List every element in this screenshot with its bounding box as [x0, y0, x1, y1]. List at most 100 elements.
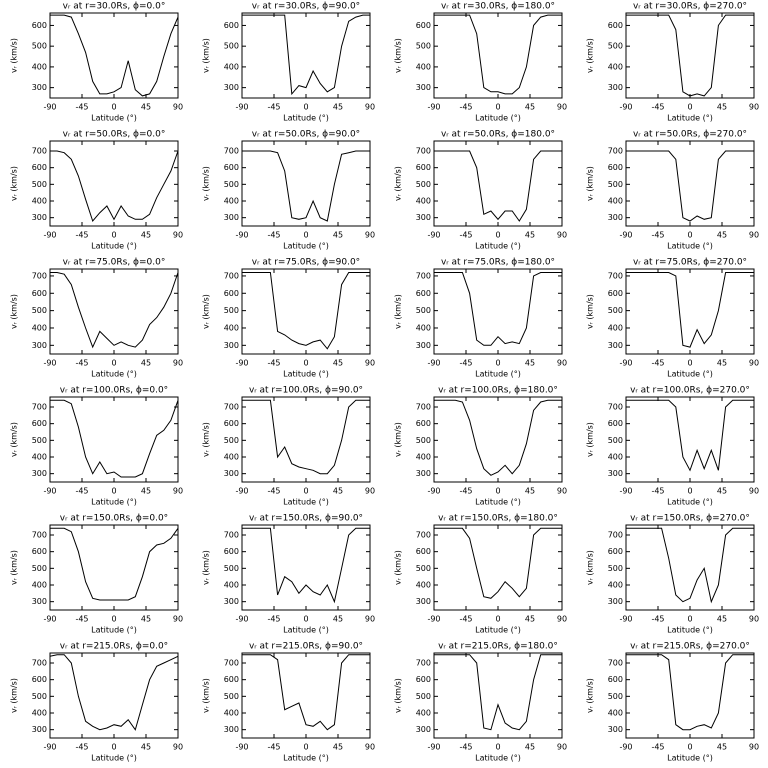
y-axis-label: vᵣ (km/s) — [394, 294, 403, 329]
y-tick-label: 600 — [416, 289, 431, 298]
x-tick-label: 0 — [111, 743, 116, 752]
data-line — [50, 272, 179, 349]
y-tick-label: 300 — [608, 341, 623, 350]
plot-frame — [49, 12, 179, 99]
x-tick-label: 90 — [749, 231, 759, 240]
y-axis-label: vᵣ (km/s) — [586, 294, 595, 329]
y-tick-label: 400 — [608, 323, 623, 332]
data-line — [242, 527, 370, 604]
x-axis-label: Latitude (°) — [283, 626, 329, 635]
y-tick-label: 700 — [608, 271, 623, 280]
chart-title: vᵣ at r=30.0Rs, ϕ=270.0° — [633, 2, 747, 12]
y-axis-label: vᵣ (km/s) — [202, 422, 211, 457]
y-tick-label: 400 — [608, 709, 623, 718]
x-axis-label: Latitude (°) — [91, 754, 137, 763]
y-tick-label: 400 — [224, 581, 239, 590]
x-axis-label: Latitude (°) — [667, 754, 713, 763]
x-tick-label: -90 — [235, 359, 248, 368]
chart-title: vᵣ at r=75.0Rs, ϕ=270.0° — [633, 258, 747, 268]
y-tick-label: 500 — [416, 42, 431, 51]
chart-title: vᵣ at r=50.0Rs, ϕ=270.0° — [633, 130, 747, 140]
y-tick-label: 700 — [416, 403, 431, 412]
y-tick-label: 600 — [224, 547, 239, 556]
chart-title: vᵣ at r=100.0Rs, ϕ=180.0° — [438, 386, 558, 396]
y-tick-label: 700 — [224, 403, 239, 412]
x-tick-label: 90 — [749, 103, 759, 112]
x-tick-label: 45 — [717, 359, 727, 368]
x-axis-label: Latitude (°) — [283, 754, 329, 763]
chart-title: vᵣ at r=100.0Rs, ϕ=270.0° — [630, 386, 750, 396]
x-tick-label: 45 — [717, 487, 727, 496]
x-tick-label: 90 — [749, 359, 759, 368]
x-tick-label: 45 — [525, 231, 535, 240]
data-line — [626, 527, 754, 604]
x-tick-label: -45 — [75, 487, 88, 496]
x-tick-label: -45 — [651, 231, 664, 240]
x-tick-label: 45 — [717, 615, 727, 624]
y-tick-label: 600 — [416, 547, 431, 556]
x-tick-label: -45 — [459, 487, 472, 496]
x-tick-label: -45 — [75, 103, 88, 112]
y-tick-label: 700 — [224, 659, 239, 668]
x-axis-label: Latitude (°) — [667, 242, 713, 251]
x-tick-label: 90 — [365, 359, 375, 368]
x-tick-label: -45 — [75, 615, 88, 624]
x-tick-label: 90 — [173, 487, 183, 496]
y-tick-label: 600 — [608, 419, 623, 428]
y-tick-label: 500 — [224, 564, 239, 573]
x-tick-label: 45 — [525, 743, 535, 752]
y-tick-label: 600 — [608, 21, 623, 30]
plot-frame — [241, 396, 371, 483]
x-tick-label: 90 — [557, 743, 567, 752]
y-tick-label: 300 — [224, 469, 239, 478]
y-tick-label: 500 — [32, 692, 47, 701]
plot-frame — [49, 396, 179, 483]
x-axis-label: Latitude (°) — [475, 242, 521, 251]
x-tick-label: -90 — [427, 359, 440, 368]
x-axis-label: Latitude (°) — [667, 498, 713, 507]
x-tick-label: -90 — [235, 743, 248, 752]
x-tick-label: -45 — [459, 103, 472, 112]
plot-frame — [433, 652, 563, 739]
y-tick-label: 400 — [416, 581, 431, 590]
chart-title: vᵣ at r=150.0Rs, ϕ=180.0° — [438, 514, 558, 524]
y-tick-label: 500 — [224, 180, 239, 189]
y-tick-label: 700 — [608, 147, 623, 156]
y-tick-label: 300 — [224, 83, 239, 92]
y-tick-label: 300 — [224, 597, 239, 606]
y-tick-label: 500 — [32, 306, 47, 315]
plot-frame — [625, 140, 755, 227]
x-tick-label: 90 — [749, 743, 759, 752]
y-tick-label: 300 — [608, 469, 623, 478]
x-tick-label: -90 — [235, 615, 248, 624]
x-tick-label: 45 — [141, 359, 151, 368]
y-tick-label: 500 — [416, 564, 431, 573]
y-tick-label: 300 — [416, 597, 431, 606]
y-tick-label: 600 — [32, 163, 47, 172]
y-tick-label: 300 — [32, 213, 47, 222]
y-tick-label: 700 — [416, 659, 431, 668]
y-tick-label: 300 — [224, 341, 239, 350]
data-line — [626, 14, 754, 97]
x-axis-label: Latitude (°) — [283, 242, 329, 251]
data-line — [434, 654, 562, 731]
x-axis-label: Latitude (°) — [283, 114, 329, 123]
x-tick-label: -45 — [459, 615, 472, 624]
plot-frame — [625, 652, 755, 739]
x-tick-label: 0 — [303, 103, 308, 112]
x-tick-label: -90 — [427, 487, 440, 496]
y-tick-label: 600 — [32, 675, 47, 684]
y-tick-label: 300 — [608, 213, 623, 222]
x-axis-label: Latitude (°) — [667, 626, 713, 635]
y-axis-label: vᵣ (km/s) — [586, 550, 595, 585]
x-tick-label: 90 — [173, 359, 183, 368]
x-tick-label: -90 — [619, 231, 632, 240]
y-tick-label: 700 — [416, 147, 431, 156]
y-tick-label: 500 — [32, 436, 47, 445]
x-tick-label: -90 — [619, 743, 632, 752]
x-tick-label: 90 — [173, 103, 183, 112]
x-tick-label: 45 — [333, 231, 343, 240]
y-axis-label: vᵣ (km/s) — [586, 422, 595, 457]
y-tick-label: 300 — [224, 213, 239, 222]
data-line — [50, 399, 179, 478]
